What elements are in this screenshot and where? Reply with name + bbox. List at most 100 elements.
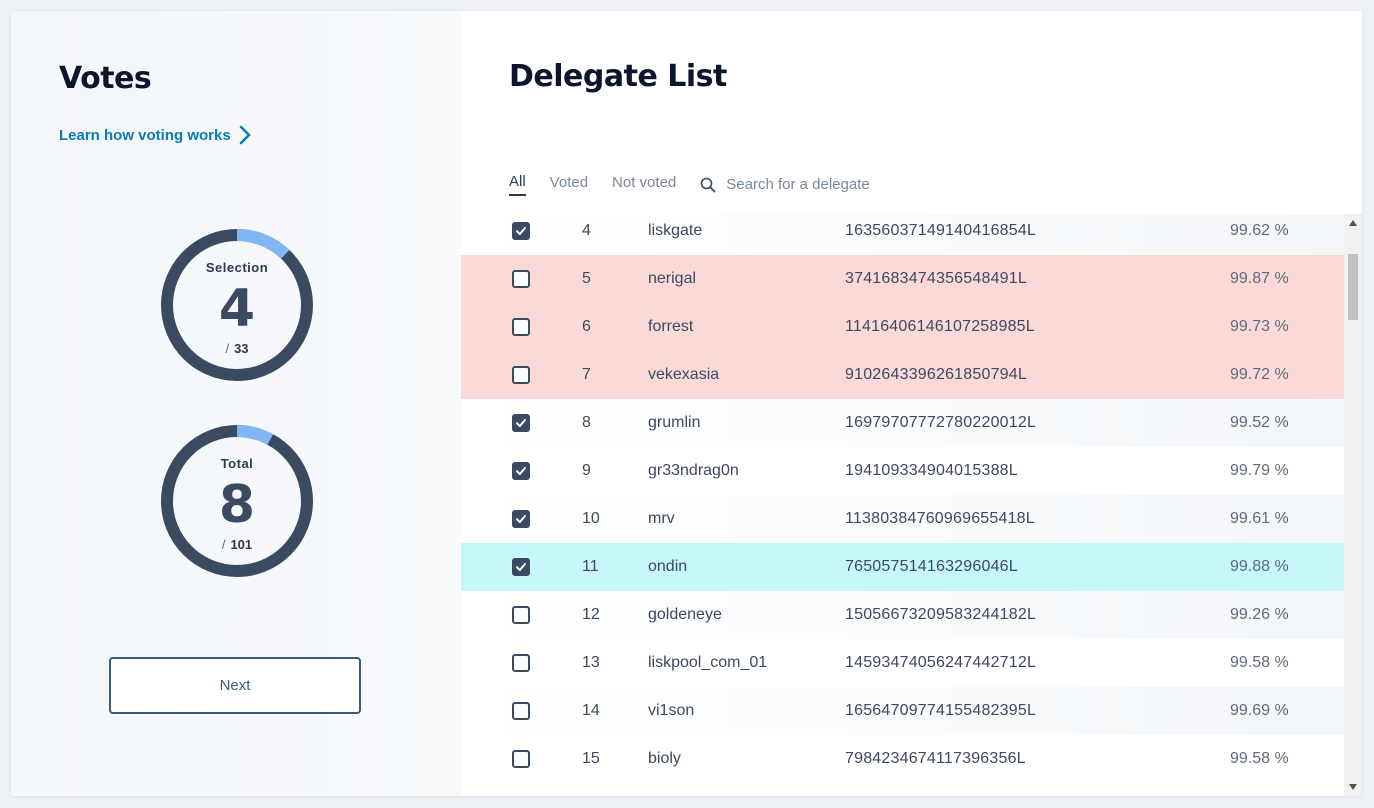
check-icon <box>516 419 526 427</box>
selection-ring <box>161 229 313 381</box>
total-counter: Total 8 /101 <box>159 423 315 579</box>
delegate-rank: 14 <box>582 702 600 719</box>
delegate-rank: 7 <box>582 366 591 383</box>
delegate-rank: 4 <box>582 222 591 239</box>
delegate-productivity: 99.52 % <box>1230 414 1289 431</box>
votes-panel: Votes Learn how voting works Selection 4… <box>11 11 461 796</box>
delegate-panel: Delegate List All Voted Not voted 4 liskg… <box>461 11 1362 796</box>
vote-checkbox[interactable] <box>512 606 530 624</box>
table-row[interactable]: 15 bioly 7984234674117396356L 99.58 % <box>461 735 1344 783</box>
scroll-thumb[interactable] <box>1348 254 1358 320</box>
delegate-name: forrest <box>648 318 694 335</box>
table-row[interactable]: 4 liskgate 16356037149140416854L 99.62 % <box>461 214 1344 255</box>
delegate-productivity: 99.87 % <box>1230 270 1289 287</box>
vote-checkbox[interactable] <box>512 558 530 576</box>
tab-voted[interactable]: Voted <box>549 174 589 191</box>
table-row[interactable]: 14 vi1son 16564709774155482395L 99.69 % <box>461 687 1344 735</box>
delegate-rank: 12 <box>582 606 600 623</box>
table-row[interactable]: 6 forrest 11416406146107258985L 99.73 % <box>461 303 1344 351</box>
delegate-address: 16979707772780220012L <box>845 414 1037 431</box>
check-icon <box>516 515 526 523</box>
scroll-down-arrow-icon[interactable] <box>1344 778 1362 796</box>
delegate-name: goldeneye <box>648 606 722 623</box>
vote-checkbox[interactable] <box>512 702 530 720</box>
total-value: 8 <box>218 475 256 535</box>
search-input[interactable] <box>724 175 949 194</box>
delegate-name: grumlin <box>648 414 701 431</box>
delegate-productivity: 99.88 % <box>1230 558 1289 575</box>
delegate-productivity: 99.69 % <box>1230 702 1289 719</box>
scroll-up-arrow-icon[interactable] <box>1344 214 1362 232</box>
total-label: Total <box>220 456 254 471</box>
delegate-productivity: 99.26 % <box>1230 606 1289 623</box>
vote-checkbox[interactable] <box>512 222 530 240</box>
delegate-productivity: 99.72 % <box>1230 366 1289 383</box>
voting-card: Votes Learn how voting works Selection 4… <box>11 11 1362 796</box>
table-row[interactable]: 5 nerigal 3741683474356548491L 99.87 % <box>461 255 1344 303</box>
table-row[interactable]: 7 vekexasia 9102643396261850794L 99.72 % <box>461 351 1344 399</box>
delegate-address: 16564709774155482395L <box>845 702 1037 719</box>
vote-checkbox[interactable] <box>512 654 530 672</box>
delegate-name: ondin <box>648 558 688 575</box>
delegate-address: 15056673209583244182L <box>845 606 1037 623</box>
selection-max: /33 <box>225 341 249 356</box>
delegate-name: nerigal <box>648 270 697 287</box>
delegate-productivity: 99.61 % <box>1230 510 1289 527</box>
delegate-productivity: 99.62 % <box>1230 222 1289 239</box>
delegate-rank: 9 <box>582 462 591 479</box>
delegate-name: mrv <box>648 510 675 527</box>
selection-label: Selection <box>205 260 269 275</box>
delegate-name: vi1son <box>648 702 695 719</box>
delegate-list-title: Delegate List <box>509 59 727 94</box>
table-row[interactable]: 10 mrv 11380384760969655418L 99.61 % <box>461 495 1344 543</box>
delegate-rank: 8 <box>582 414 591 431</box>
total-max-value: 101 <box>230 537 253 552</box>
delegate-rank: 6 <box>582 318 591 335</box>
search-icon <box>700 177 716 192</box>
learn-voting-link[interactable]: Learn how voting works <box>59 125 251 145</box>
delegate-address: 3741683474356548491L <box>845 270 1027 287</box>
delegate-name: vekexasia <box>648 366 720 383</box>
selection-progress-arc <box>161 229 313 381</box>
delegate-name: liskpool_com_01 <box>648 654 768 671</box>
vote-checkbox[interactable] <box>512 366 530 384</box>
delegate-address: 11380384760969655418L <box>845 510 1035 527</box>
delegate-name: liskgate <box>648 222 703 239</box>
delegate-rank: 11 <box>582 558 599 575</box>
delegate-address: 765057514163296046L <box>845 558 1018 575</box>
table-row[interactable]: 13 liskpool_com_01 14593474056247442712L 99… <box>461 639 1344 687</box>
list-scrollbar[interactable] <box>1344 214 1362 796</box>
delegate-productivity: 99.73 % <box>1230 318 1289 335</box>
selection-max-value: 33 <box>234 341 249 356</box>
vote-checkbox[interactable] <box>512 318 530 336</box>
delegate-productivity: 99.79 % <box>1230 462 1289 479</box>
selection-counter: Selection 4 /33 <box>159 227 315 383</box>
next-button[interactable]: Next <box>109 657 361 714</box>
vote-checkbox[interactable] <box>512 750 530 768</box>
delegate-rank: 10 <box>582 510 600 527</box>
vote-checkbox[interactable] <box>512 270 530 288</box>
delegate-rank: 5 <box>582 270 591 287</box>
table-row[interactable]: 11 ondin 765057514163296046L 99.88 % <box>461 543 1344 591</box>
tab-all[interactable]: All <box>509 173 526 196</box>
delegate-address: 16356037149140416854L <box>845 222 1037 239</box>
table-row[interactable]: 12 goldeneye 15056673209583244182L 99.26 % <box>461 591 1344 639</box>
selection-value: 4 <box>218 279 256 339</box>
vote-checkbox[interactable] <box>512 510 530 528</box>
votes-title: Votes <box>59 61 152 96</box>
delegate-productivity: 99.58 % <box>1230 654 1289 671</box>
chevron-right-icon <box>239 125 251 145</box>
check-icon <box>516 467 526 475</box>
total-max: /101 <box>221 537 253 552</box>
delegate-search <box>700 175 949 194</box>
delegate-address: 194109334904015388L <box>845 462 1018 479</box>
table-row[interactable]: 8 grumlin 16979707772780220012L 99.52 % <box>461 399 1344 447</box>
tab-not-voted[interactable]: Not voted <box>612 174 677 191</box>
delegate-name: gr33ndrag0n <box>648 462 739 479</box>
delegate-address: 7984234674117396356L <box>845 750 1026 767</box>
delegate-productivity: 99.58 % <box>1230 750 1289 767</box>
table-row[interactable]: 9 gr33ndrag0n 194109334904015388L 99.79 % <box>461 447 1344 495</box>
vote-checkbox[interactable] <box>512 462 530 480</box>
vote-checkbox[interactable] <box>512 414 530 432</box>
delegate-rank: 13 <box>582 654 600 671</box>
